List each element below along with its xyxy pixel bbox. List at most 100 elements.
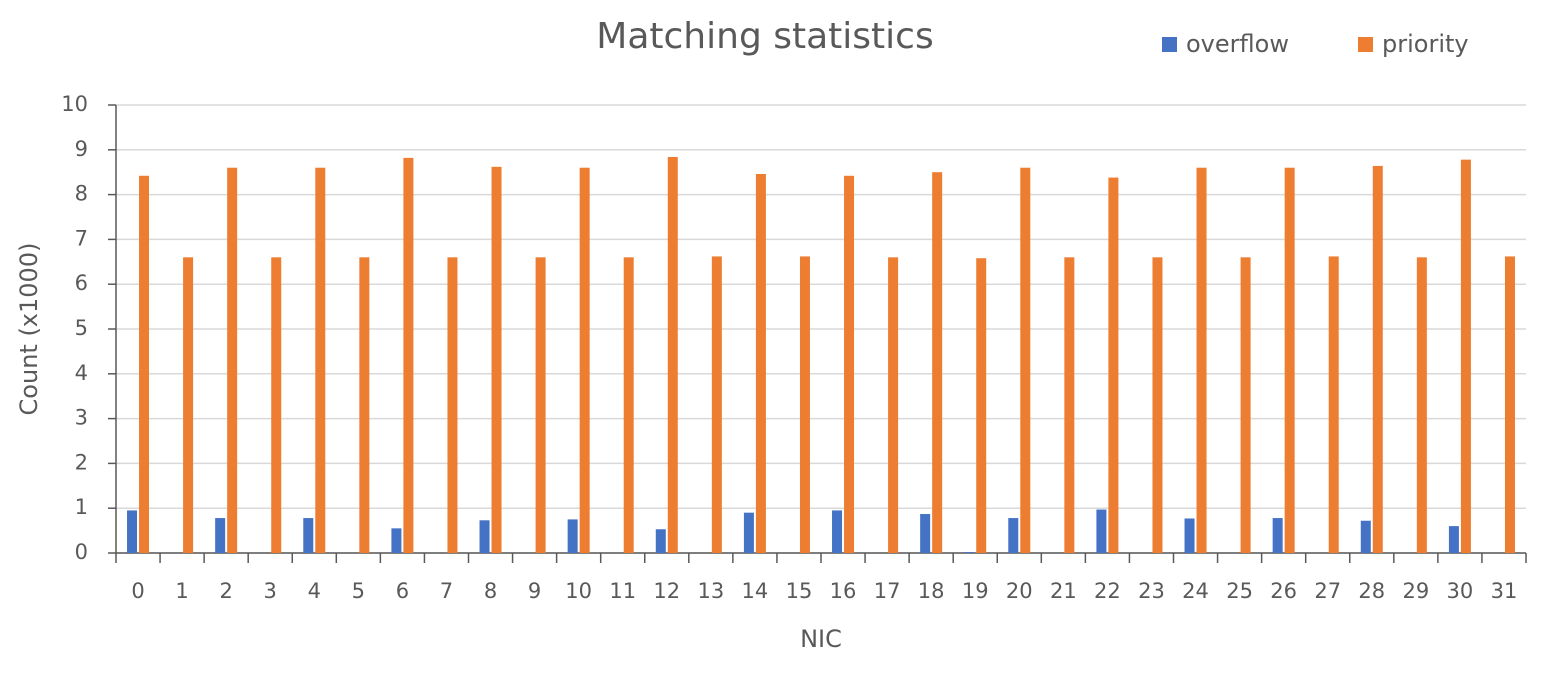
x-axis-label: NIC	[800, 625, 842, 653]
bar	[139, 175, 150, 553]
legend-swatch	[1358, 37, 1373, 52]
y-tick-label: 5	[75, 316, 88, 340]
x-tick-label: 29	[1402, 579, 1429, 603]
bar	[1064, 257, 1075, 553]
x-tick-label: 14	[742, 579, 769, 603]
bar	[359, 257, 370, 553]
x-tick-label: 6	[396, 579, 409, 603]
bar	[1096, 509, 1107, 553]
y-tick-label: 3	[75, 406, 88, 430]
x-tick-label: 5	[352, 579, 365, 603]
x-tick-label: 23	[1138, 579, 1165, 603]
y-tick-label: 6	[75, 271, 88, 295]
bar	[1372, 165, 1383, 554]
y-tick-label: 7	[75, 226, 88, 250]
y-tick-label: 2	[75, 450, 88, 474]
x-tick-label: 1	[175, 579, 188, 603]
bar	[491, 166, 502, 553]
bar	[1328, 256, 1339, 553]
bar	[1184, 518, 1195, 553]
x-tick-label: 31	[1491, 579, 1518, 603]
bar	[755, 173, 766, 553]
x-tick-label: 17	[874, 579, 901, 603]
legend-swatch	[1162, 37, 1177, 52]
bar	[976, 258, 987, 553]
x-tick-label: 11	[609, 579, 636, 603]
bar	[711, 256, 722, 553]
legend-label: priority	[1382, 30, 1469, 58]
y-tick-label: 0	[75, 540, 88, 564]
x-tick-label: 24	[1182, 579, 1209, 603]
bar	[215, 518, 226, 553]
x-tick-label: 8	[484, 579, 497, 603]
x-tick-label: 15	[786, 579, 813, 603]
x-tick-label: 27	[1314, 579, 1341, 603]
bar	[1020, 167, 1031, 553]
bar	[479, 520, 490, 553]
y-tick-label: 1	[75, 495, 88, 519]
bar	[844, 175, 855, 553]
bar	[535, 257, 546, 553]
bar	[127, 510, 138, 553]
x-tick-label: 7	[440, 579, 453, 603]
x-tick-label: 28	[1358, 579, 1385, 603]
bar	[403, 157, 414, 553]
bar	[1284, 167, 1295, 553]
bar	[1416, 257, 1427, 553]
bar	[391, 528, 402, 553]
y-tick-label: 10	[61, 92, 88, 116]
bar	[227, 167, 238, 553]
bar	[1008, 518, 1019, 553]
y-tick-label: 9	[75, 137, 88, 161]
bar	[1108, 177, 1119, 554]
bar	[832, 510, 843, 553]
bar	[1448, 526, 1459, 553]
bar	[315, 167, 326, 553]
bar	[1196, 167, 1207, 553]
bar	[655, 529, 666, 553]
bar	[932, 172, 943, 553]
legend-label: overflow	[1186, 30, 1289, 58]
bar	[743, 512, 754, 553]
bar	[183, 257, 194, 553]
bar	[567, 519, 578, 553]
x-tick-label: 4	[308, 579, 321, 603]
y-tick-label: 4	[75, 361, 88, 385]
y-tick-label: 8	[75, 182, 88, 206]
bar	[1504, 256, 1515, 553]
bar	[964, 552, 975, 553]
x-tick-label: 10	[565, 579, 592, 603]
x-tick-label: 26	[1270, 579, 1297, 603]
x-tick-label: 0	[131, 579, 144, 603]
x-tick-label: 9	[528, 579, 541, 603]
x-tick-label: 25	[1226, 579, 1253, 603]
x-tick-label: 19	[962, 579, 989, 603]
bar	[1152, 257, 1163, 553]
bar	[579, 167, 590, 553]
x-tick-label: 3	[264, 579, 277, 603]
bar	[447, 257, 458, 553]
bar	[920, 514, 931, 553]
x-tick-label: 13	[697, 579, 724, 603]
x-tick-label: 21	[1050, 579, 1077, 603]
bar	[1460, 159, 1471, 553]
bar	[1360, 520, 1371, 553]
bar	[303, 518, 314, 553]
x-tick-label: 2	[219, 579, 232, 603]
chart-title: Matching statistics	[596, 16, 933, 57]
x-tick-label: 16	[830, 579, 857, 603]
bar	[667, 156, 678, 553]
bar	[888, 257, 899, 553]
x-tick-label: 12	[653, 579, 680, 603]
x-tick-label: 20	[1006, 579, 1033, 603]
bar	[623, 257, 634, 553]
bar	[799, 256, 810, 553]
x-tick-label: 18	[918, 579, 945, 603]
bar	[1240, 257, 1251, 553]
y-axis-label: Count (x1000)	[15, 243, 43, 416]
bar	[1272, 518, 1283, 553]
x-tick-label: 22	[1094, 579, 1121, 603]
bar	[271, 257, 282, 553]
x-tick-label: 30	[1447, 579, 1474, 603]
